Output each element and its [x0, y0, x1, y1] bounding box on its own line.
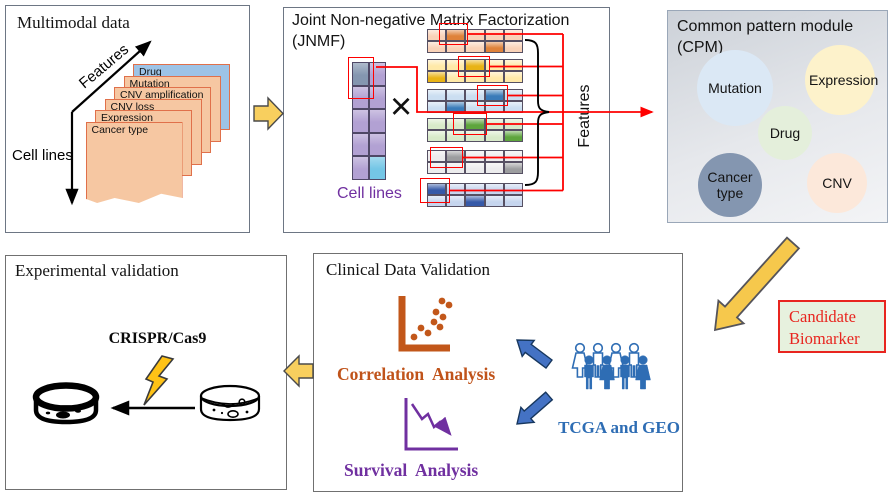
cpm-circle-label: Drug: [769, 124, 801, 141]
coef-matrix-6-cell: [503, 183, 523, 195]
coef-matrix-2-cell: [503, 71, 523, 83]
data-sheet: Cancer type: [85, 121, 183, 203]
coef-matrix-5-cell: [465, 150, 485, 162]
coef-matrix-6-cell: [465, 183, 485, 195]
cpm-circle-cancer-type: Cancer type: [698, 153, 762, 217]
panel-experimental-validation: [5, 255, 287, 490]
coef-matrix-3-cell: [427, 100, 447, 113]
coef-matrix-1-cell: [503, 29, 523, 41]
experimental-title: Experimental validation: [15, 261, 179, 280]
coef-matrix-4-cell: [427, 118, 447, 130]
cpm-circle-expression: Expression: [805, 45, 879, 115]
multiply-symbol: ×: [390, 86, 413, 128]
cpm-title-line1: Common pattern module: [677, 18, 854, 35]
jnmf-title-line1: Joint Non-negative Matrix Factorization: [292, 12, 570, 29]
coef-matrix-6-cell: [465, 195, 485, 207]
coef-matrix-1-cell: [484, 29, 504, 41]
coef-matrix-3-cell: [446, 100, 466, 113]
coef-matrix-3-cell: [446, 88, 466, 101]
cpm-circle-label: CNV: [822, 174, 852, 191]
cpm-circle-drug: Drug: [758, 106, 812, 160]
coef-matrix-1-cell: [465, 29, 485, 41]
coef-matrix-4-cell: [427, 130, 447, 142]
coef-matrix-5-cell: [427, 150, 447, 162]
coef-matrix-6-cell: [427, 195, 447, 207]
cpm-circle-mutation: Mutation: [697, 50, 773, 126]
highlight-basis-cell: [348, 57, 374, 99]
coef-matrix-2-cell: [503, 59, 523, 71]
coef-matrix-4-cell: [503, 118, 523, 130]
coef-matrix-4-cell: [465, 130, 485, 142]
candidate-biomarker-box: Candidate Biomarker: [778, 300, 886, 353]
coef-matrix-4-cell: [465, 118, 485, 130]
basis-matrix-cell: [369, 109, 386, 133]
coef-matrix-1-cell: [484, 41, 504, 53]
flow-arrow-multimodal-to-jnmf: [253, 96, 284, 131]
coef-matrix-1-cell: [465, 41, 485, 53]
coef-matrix-4-cell: [446, 130, 466, 142]
highlight-matrix5-cell: [430, 147, 463, 168]
basis-matrix-cell: [352, 156, 369, 180]
coef-matrix-5-cell: [446, 162, 466, 174]
jnmf-title-line2: (JNMF): [292, 32, 346, 50]
coef-matrix-1-cell: [446, 29, 466, 41]
multimodal-title: Multimodal data: [17, 13, 130, 32]
coef-matrix-3-cell: [427, 88, 447, 101]
coef-matrix-5-cell: [446, 150, 466, 162]
jnmf-cell-lines-label: Cell lines: [337, 185, 402, 202]
coef-matrix-1-cell: [427, 41, 447, 53]
highlight-matrix1-cell: [439, 23, 468, 45]
cpm-circle-cnv: CNV: [807, 153, 867, 213]
candidate-line2: Biomarker: [789, 329, 860, 349]
coef-matrix-1-cell: [427, 29, 447, 41]
coef-matrix-5-cell: [484, 162, 504, 174]
flow-arrow-clinical-to-experimental: [283, 354, 314, 388]
coef-matrix-2-cell: [427, 71, 447, 83]
coef-matrix-5-cell: [427, 162, 447, 174]
basis-matrix-cell: [352, 85, 369, 110]
sheet-label: Expression: [101, 112, 153, 124]
coef-matrix-6-cell: [484, 183, 504, 195]
coef-matrix-5-cell: [465, 162, 485, 174]
coef-matrix-6-cell: [427, 183, 447, 195]
coef-matrix-5-cell: [503, 162, 523, 174]
cell-lines-axis-label: Cell lines: [12, 147, 73, 164]
coef-matrix-6-cell: [446, 183, 466, 195]
coef-matrix-4-cell: [446, 118, 466, 130]
coef-matrix-6-cell: [503, 195, 523, 207]
cpm-title-line2: (CPM): [677, 38, 724, 56]
basis-matrix-cell: [352, 62, 369, 86]
candidate-line1: Candidate: [789, 307, 856, 326]
highlight-matrix2-cell: [458, 56, 490, 77]
coef-matrix-1-cell: [503, 41, 523, 53]
clinical-title: Clinical Data Validation: [326, 260, 490, 279]
coef-matrix-4-cell: [503, 130, 523, 142]
coef-matrix-2-cell: [427, 59, 447, 71]
basis-matrix-cell: [369, 132, 386, 157]
basis-matrix-cell: [369, 156, 386, 180]
basis-matrix-cell: [352, 109, 369, 133]
tcga-geo-label: TCGA and GEO: [558, 418, 680, 437]
survival-analysis-label: Survival Analysis: [344, 460, 479, 480]
coef-matrix-4-cell: [484, 118, 504, 130]
coef-matrix-6-cell: [446, 195, 466, 207]
coef-matrix-5-cell: [484, 150, 504, 162]
basis-matrix-cell: [352, 132, 369, 157]
highlight-matrix6-cell: [420, 178, 450, 203]
correlation-analysis-label: Correlation Analysis: [337, 364, 496, 384]
highlight-matrix3-cell: [477, 85, 508, 106]
jnmf-features-label: Features: [576, 84, 593, 148]
cpm-circle-label: Cancer type: [707, 168, 753, 201]
coef-matrix-6-cell: [484, 195, 504, 207]
crispr-cas9-label: CRISPR/Cas9: [108, 330, 207, 347]
cpm-circle-label: Expression: [809, 71, 879, 88]
sheet-label: Cancer type: [91, 123, 149, 136]
highlight-matrix4-cell: [453, 113, 487, 135]
coef-matrix-5-cell: [503, 150, 523, 162]
coef-matrix-4-cell: [484, 130, 504, 142]
cpm-circle-label: Mutation: [708, 79, 762, 96]
coef-matrix-1-cell: [446, 41, 466, 53]
